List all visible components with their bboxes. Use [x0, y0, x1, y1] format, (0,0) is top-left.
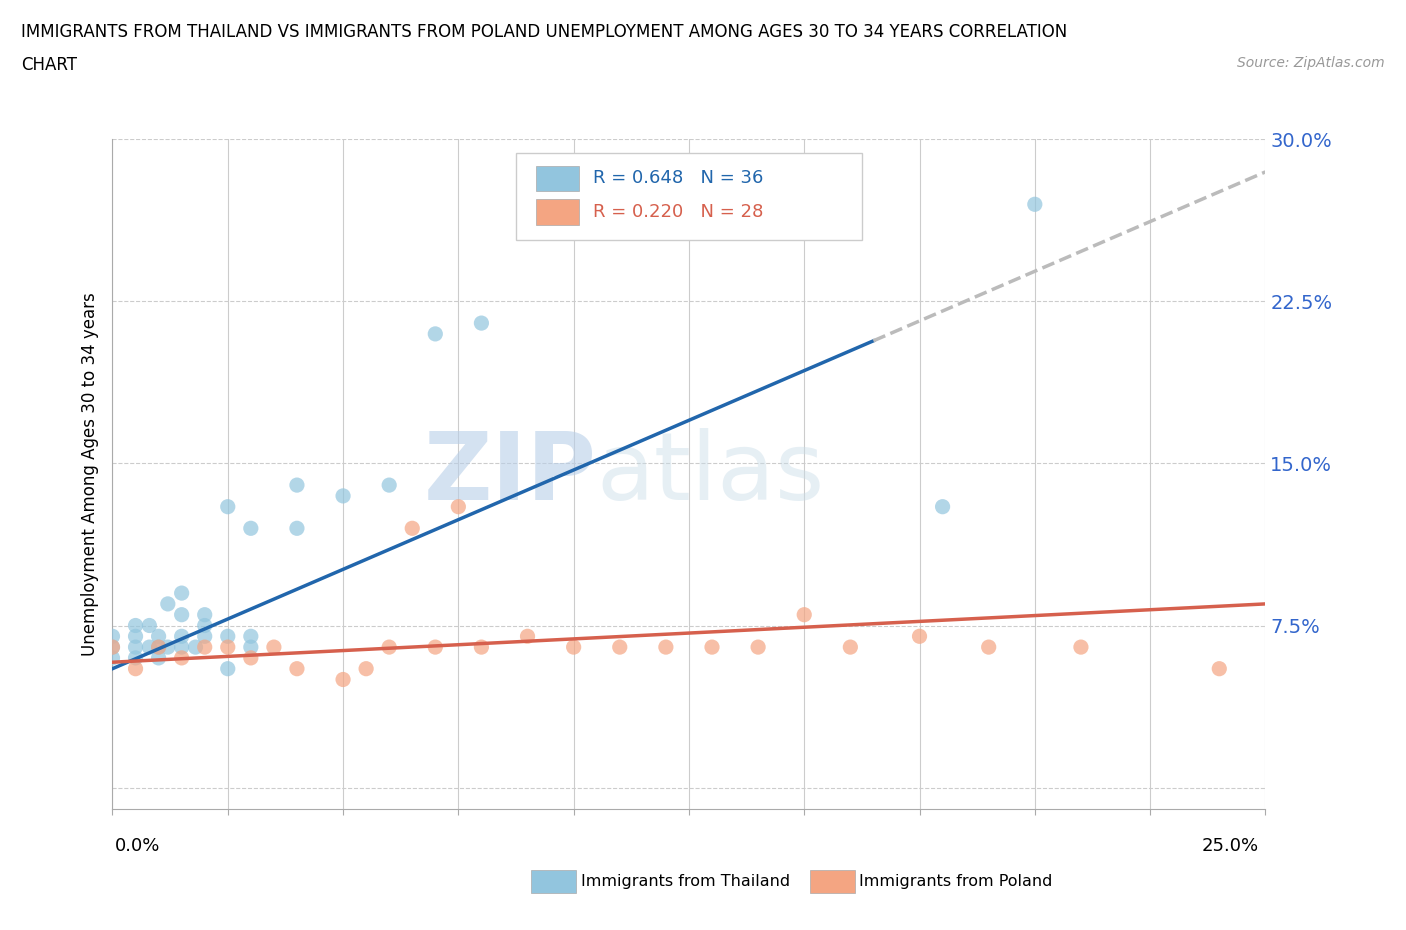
Point: [263, 640, 285, 655]
Point: [332, 488, 354, 503]
Point: [156, 596, 179, 611]
Point: [516, 629, 538, 644]
Text: 0.0%: 0.0%: [115, 837, 160, 855]
Point: [217, 640, 239, 655]
Point: [124, 629, 146, 644]
Point: [170, 629, 193, 644]
Point: [217, 661, 239, 676]
Point: [609, 640, 631, 655]
Text: atlas: atlas: [596, 429, 825, 520]
Point: [101, 629, 124, 644]
Point: [470, 315, 492, 330]
Point: [655, 640, 678, 655]
Point: [839, 640, 862, 655]
Point: [124, 618, 146, 633]
Point: [101, 640, 124, 655]
Point: [931, 499, 953, 514]
Point: [101, 640, 124, 655]
Y-axis label: Unemployment Among Ages 30 to 34 years: Unemployment Among Ages 30 to 34 years: [80, 292, 98, 657]
Point: [1208, 661, 1230, 676]
Point: [239, 629, 262, 644]
Point: [124, 650, 146, 665]
Point: [239, 640, 262, 655]
Text: CHART: CHART: [21, 56, 77, 73]
Point: [700, 640, 723, 655]
Point: [148, 629, 170, 644]
Point: [194, 607, 217, 622]
Point: [1024, 197, 1046, 212]
Point: [378, 478, 401, 493]
Point: [170, 650, 193, 665]
Text: Immigrants from Thailand: Immigrants from Thailand: [581, 874, 790, 889]
Point: [332, 672, 354, 687]
Point: [194, 618, 217, 633]
Point: [194, 640, 217, 655]
Point: [908, 629, 931, 644]
Bar: [536, 199, 579, 224]
FancyBboxPatch shape: [516, 153, 862, 240]
Point: [425, 640, 447, 655]
Point: [1070, 640, 1092, 655]
Text: ZIP: ZIP: [423, 429, 596, 520]
Point: [447, 499, 470, 514]
Point: [354, 661, 377, 676]
Point: [148, 640, 170, 655]
Point: [170, 640, 193, 655]
Point: [793, 607, 815, 622]
Point: [239, 521, 262, 536]
Point: [138, 618, 160, 633]
Bar: [536, 166, 579, 191]
Point: [977, 640, 1000, 655]
Text: R = 0.220   N = 28: R = 0.220 N = 28: [593, 203, 763, 220]
Point: [239, 650, 262, 665]
Point: [217, 499, 239, 514]
Text: Immigrants from Poland: Immigrants from Poland: [859, 874, 1053, 889]
Point: [156, 640, 179, 655]
Point: [184, 640, 207, 655]
Text: IMMIGRANTS FROM THAILAND VS IMMIGRANTS FROM POLAND UNEMPLOYMENT AMONG AGES 30 TO: IMMIGRANTS FROM THAILAND VS IMMIGRANTS F…: [21, 23, 1067, 41]
Point: [285, 521, 308, 536]
Point: [138, 640, 160, 655]
Point: [148, 640, 170, 655]
Point: [285, 478, 308, 493]
Point: [170, 607, 193, 622]
Point: [378, 640, 401, 655]
Text: Source: ZipAtlas.com: Source: ZipAtlas.com: [1237, 56, 1385, 70]
Point: [217, 629, 239, 644]
Point: [747, 640, 769, 655]
Point: [148, 650, 170, 665]
Point: [124, 640, 146, 655]
Point: [562, 640, 585, 655]
Point: [425, 326, 447, 341]
Point: [124, 661, 146, 676]
Point: [101, 650, 124, 665]
Point: [170, 586, 193, 601]
Text: 25.0%: 25.0%: [1201, 837, 1258, 855]
Point: [401, 521, 423, 536]
Text: R = 0.648   N = 36: R = 0.648 N = 36: [593, 169, 763, 187]
Point: [285, 661, 308, 676]
Point: [470, 640, 492, 655]
Point: [194, 629, 217, 644]
